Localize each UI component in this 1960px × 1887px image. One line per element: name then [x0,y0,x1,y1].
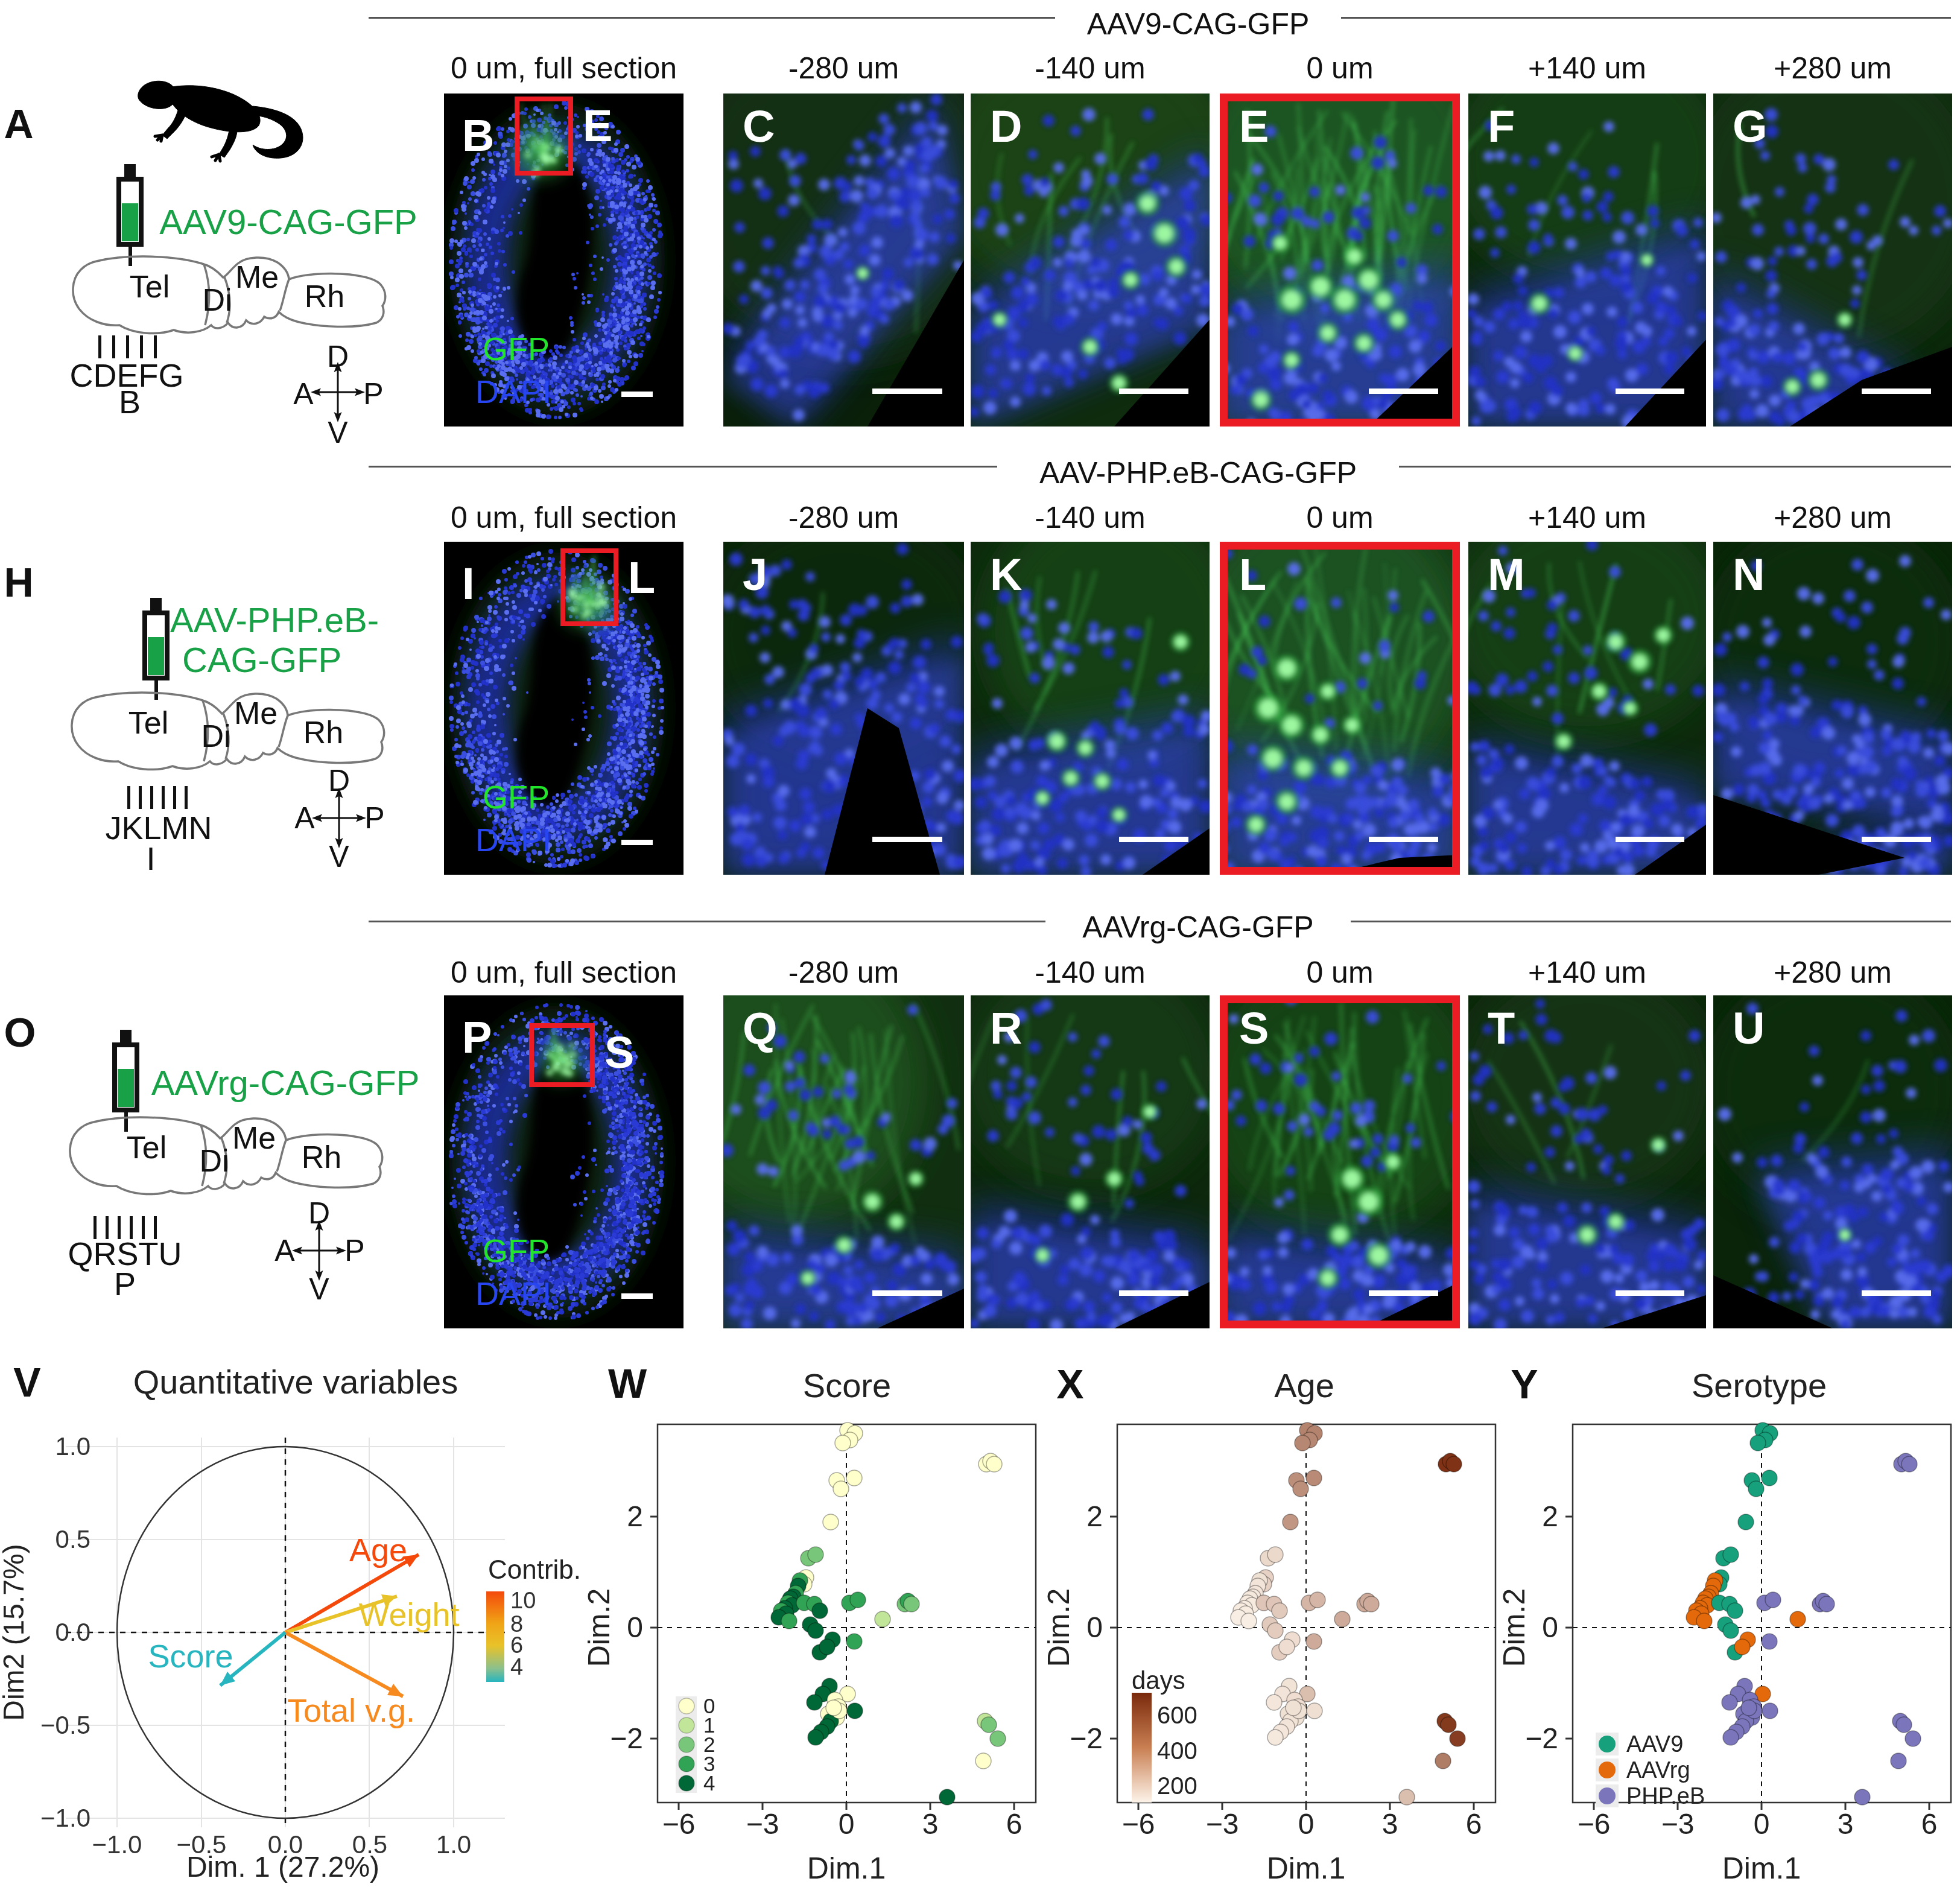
svg-text:days: days [1132,1666,1185,1695]
svg-text:PHP.eB: PHP.eB [1626,1783,1705,1809]
svg-text:AAVrg: AAVrg [1626,1757,1690,1783]
svg-text:6: 6 [1921,1808,1938,1840]
svg-text:AAV9: AAV9 [1626,1731,1683,1757]
svg-text:2: 2 [1086,1500,1103,1532]
svg-text:−6: −6 [662,1808,696,1840]
svg-text:Dim.1: Dim.1 [1267,1851,1346,1885]
svg-text:0: 0 [1754,1808,1770,1840]
svg-text:Dim.1: Dim.1 [807,1851,886,1885]
svg-text:4: 4 [703,1771,715,1795]
svg-text:−3: −3 [1206,1808,1239,1840]
svg-text:2: 2 [627,1500,643,1532]
svg-text:3: 3 [1382,1808,1398,1840]
svg-text:0: 0 [1298,1808,1315,1840]
svg-text:3: 3 [922,1808,939,1840]
svg-text:−6: −6 [1578,1808,1611,1840]
svg-text:−3: −3 [746,1808,779,1840]
svg-text:−3: −3 [1661,1808,1695,1840]
svg-text:2: 2 [1542,1500,1558,1532]
svg-text:Dim.2: Dim.2 [582,1588,616,1667]
svg-text:0: 0 [1542,1611,1558,1643]
svg-text:6: 6 [1466,1808,1482,1840]
svg-text:600: 600 [1157,1702,1197,1728]
svg-text:Dim.2: Dim.2 [1497,1588,1531,1667]
svg-text:200: 200 [1157,1772,1197,1799]
svg-text:3: 3 [1838,1808,1854,1840]
svg-text:0: 0 [1086,1611,1103,1643]
svg-text:Dim.2: Dim.2 [1042,1588,1076,1667]
svg-text:−2: −2 [610,1722,643,1754]
svg-text:Dim.1: Dim.1 [1722,1851,1801,1885]
svg-text:−6: −6 [1122,1808,1155,1840]
svg-text:6: 6 [1006,1808,1023,1840]
svg-text:−2: −2 [1525,1722,1558,1754]
svg-text:0: 0 [839,1808,855,1840]
svg-text:400: 400 [1157,1737,1197,1764]
svg-text:0: 0 [627,1611,643,1643]
svg-text:−2: −2 [1070,1722,1103,1754]
